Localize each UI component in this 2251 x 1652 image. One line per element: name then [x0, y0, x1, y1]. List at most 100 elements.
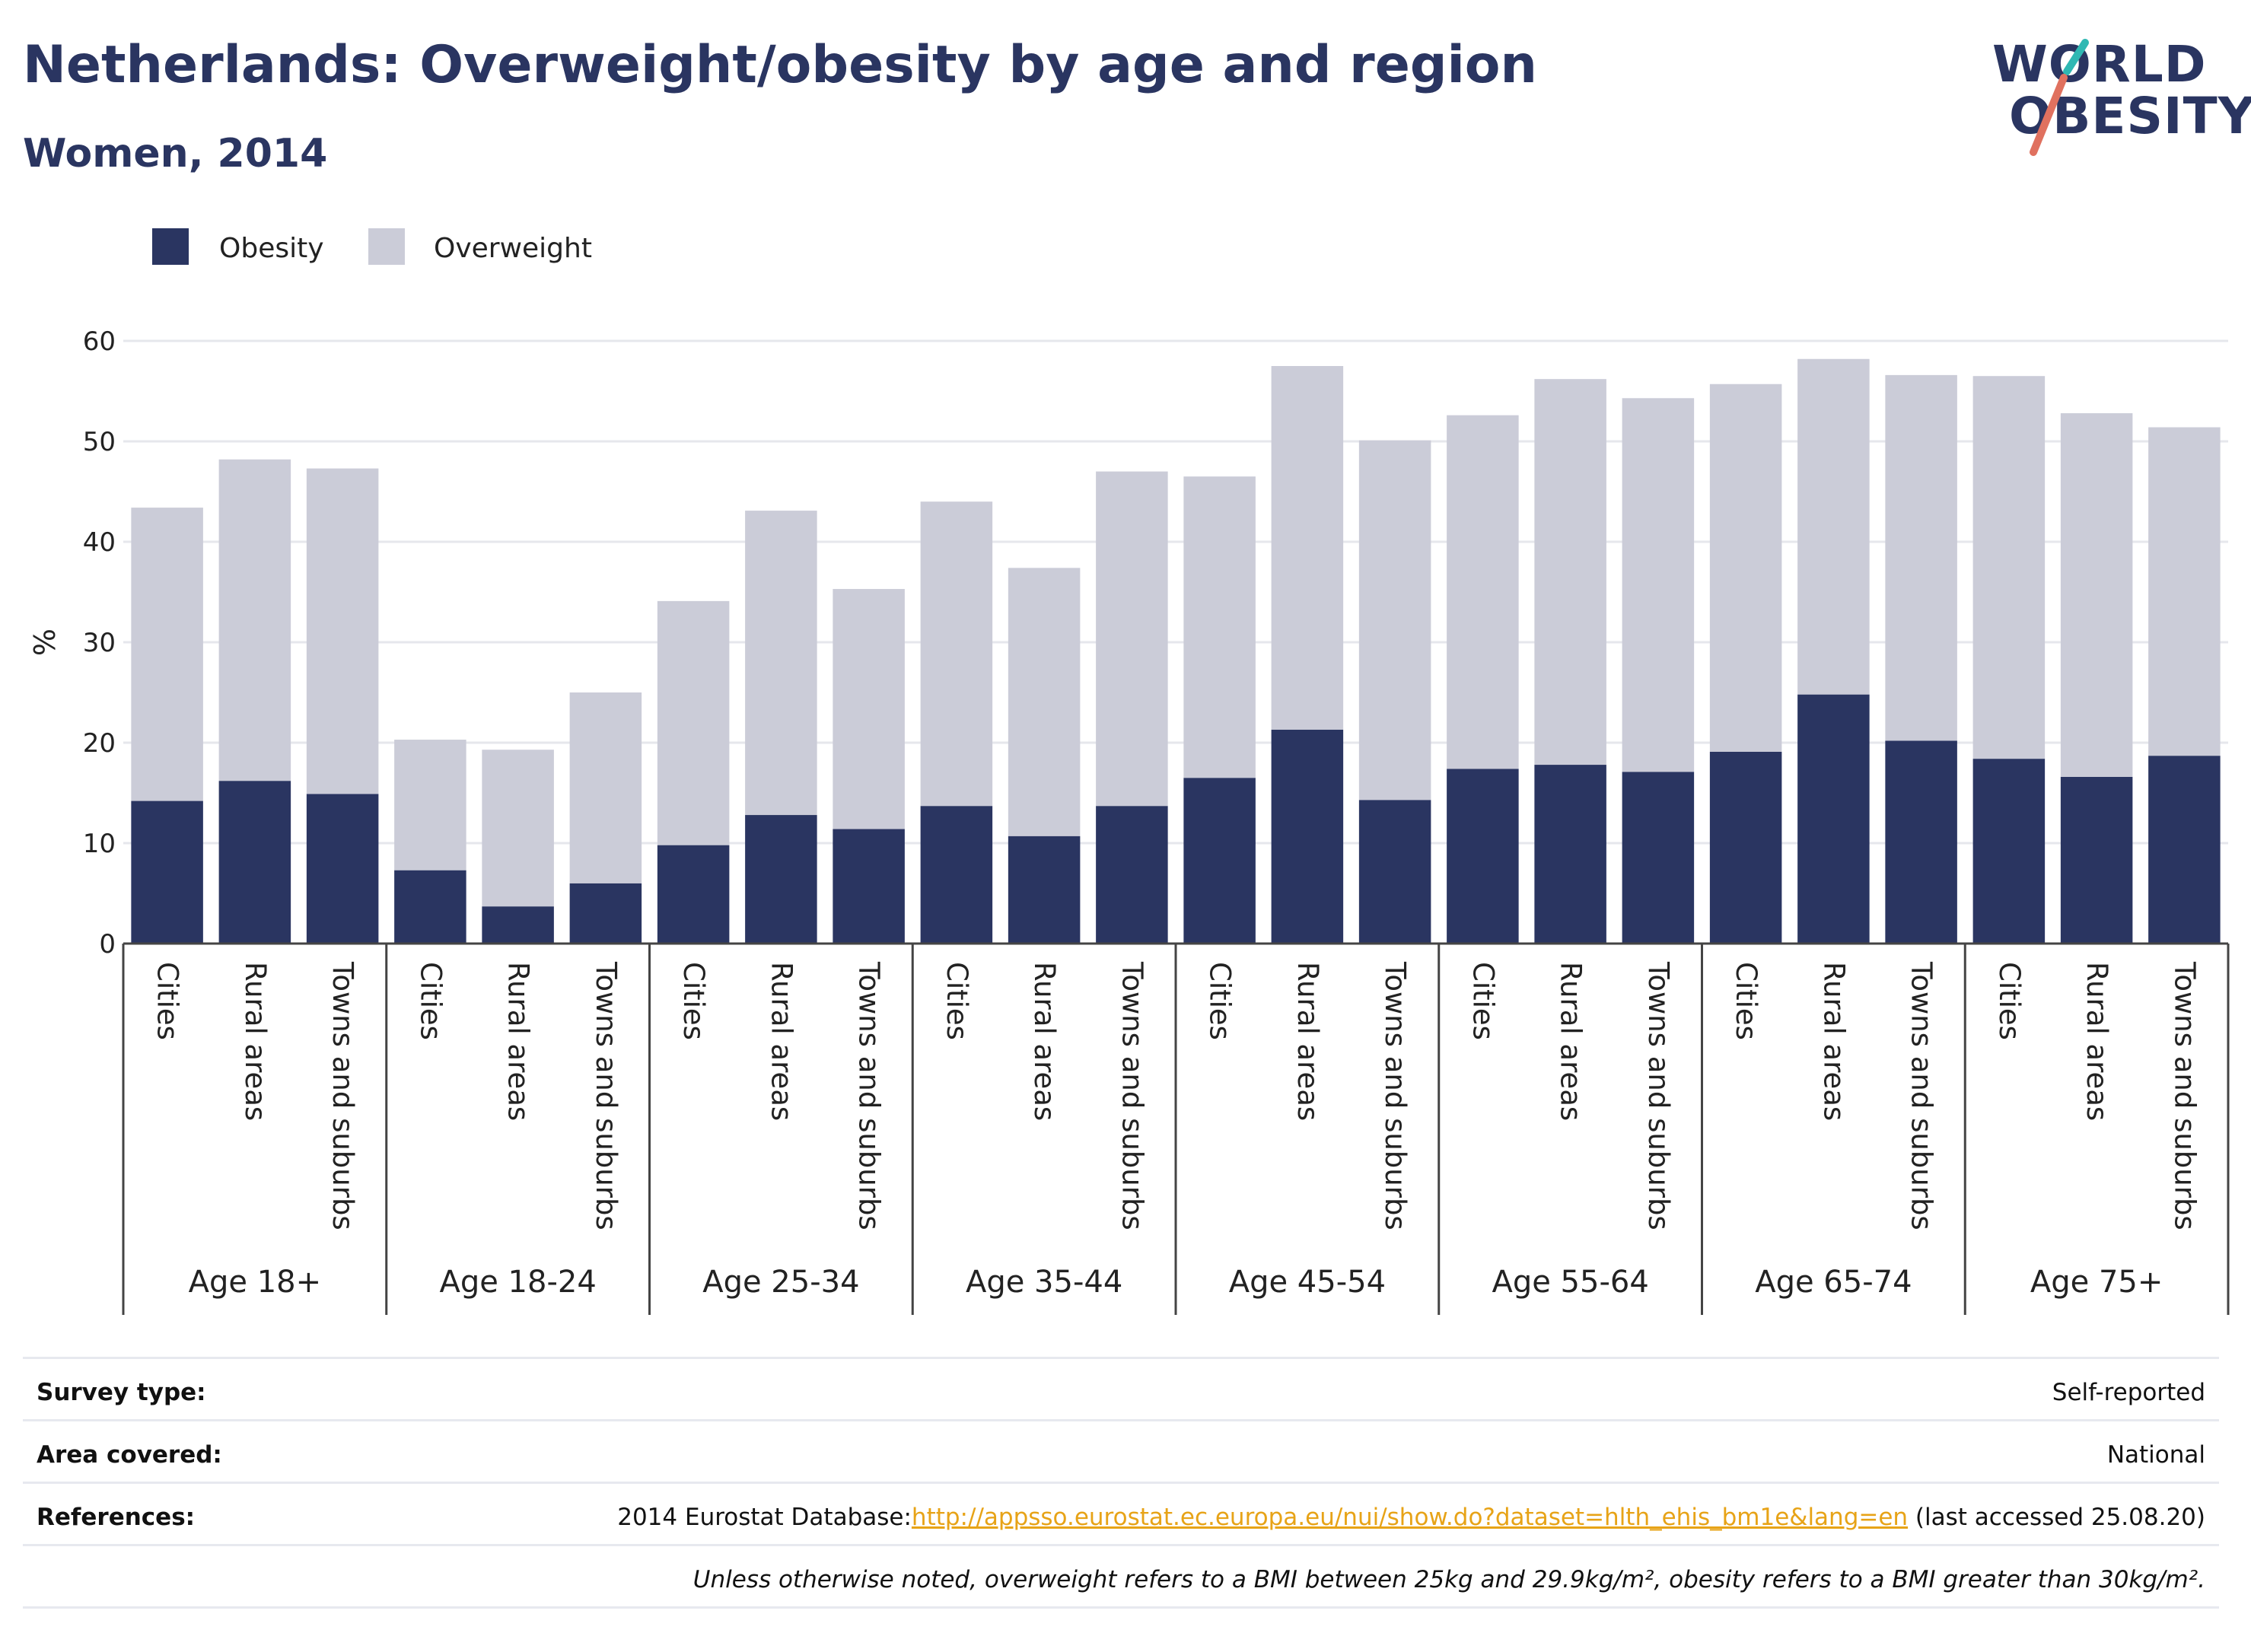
bar-overweight — [1622, 398, 1695, 772]
references-value: 2014 Eurostat Database:http://appsso.eur… — [617, 1504, 2205, 1531]
bar-obesity — [920, 806, 993, 944]
bar-overweight — [2060, 413, 2133, 777]
info-row-note: Unless otherwise noted, overweight refer… — [23, 1544, 2219, 1609]
bar-overweight — [2148, 427, 2221, 756]
bar-overweight — [1183, 476, 1256, 778]
bar-overweight — [394, 740, 466, 871]
legend-swatch-overweight — [368, 228, 405, 265]
bar-obesity — [2060, 776, 2133, 944]
bar-obesity — [1797, 694, 1870, 944]
bar-overweight — [1885, 374, 1957, 741]
bar-overweight — [1358, 440, 1431, 801]
bar-obesity — [1534, 765, 1606, 944]
bar-overweight — [1972, 376, 2046, 759]
bar-overweight — [1096, 471, 1168, 807]
x-category-label: Cities — [1730, 962, 1762, 1040]
world-obesity-logo: WORLD OBESITY — [1979, 23, 2251, 167]
x-category-label: Cities — [941, 962, 973, 1040]
x-category-label: Rural areas — [2081, 962, 2113, 1121]
x-category-label: Towns and suburbs — [2168, 961, 2201, 1230]
bar-obesity — [1271, 729, 1344, 944]
bar-overweight — [745, 511, 817, 816]
bar-obesity — [482, 906, 554, 944]
bmi-note: Unless otherwise noted, overweight refer… — [692, 1566, 2205, 1593]
logo-line-1: WORLD — [1992, 35, 2207, 94]
bar-overweight — [1797, 358, 1870, 695]
x-group-label: Age 25-34 — [702, 1265, 859, 1300]
bar-overweight — [218, 459, 291, 781]
x-category-label: Towns and suburbs — [590, 961, 622, 1230]
x-category-label: Rural areas — [1291, 962, 1324, 1121]
info-row-survey-type: Survey type: Self-reported — [23, 1357, 2219, 1421]
x-group-label: Age 65-74 — [1755, 1265, 1912, 1300]
bar-obesity — [657, 845, 730, 944]
bar-obesity — [1885, 740, 1957, 944]
bar-overweight — [1271, 366, 1344, 730]
survey-type-value: Self-reported — [2052, 1379, 2205, 1406]
y-tick-label: 10 — [83, 829, 116, 859]
bar-obesity — [131, 801, 203, 944]
references-prefix: 2014 Eurostat Database: — [617, 1504, 912, 1531]
bar-overweight — [569, 692, 642, 883]
bar-obesity — [218, 781, 291, 944]
bar-overweight — [306, 468, 379, 794]
info-row-area-covered: Area covered: National — [23, 1419, 2219, 1484]
bar-overweight — [1447, 415, 1519, 769]
bar-obesity — [1096, 806, 1168, 944]
x-group-label: Age 18-24 — [439, 1265, 596, 1300]
x-group-label: Age 75+ — [2030, 1265, 2163, 1300]
x-group-label: Age 35-44 — [966, 1265, 1122, 1300]
bar-overweight — [920, 501, 993, 807]
y-axis-label: % — [28, 629, 62, 656]
references-suffix: (last accessed 25.08.20) — [1908, 1504, 2205, 1531]
x-category-label: Cities — [677, 962, 710, 1040]
bar-obesity — [1358, 800, 1431, 944]
logo-slash-icon — [2030, 39, 2089, 156]
x-category-label: Rural areas — [1817, 962, 1850, 1121]
x-category-label: Towns and suburbs — [1379, 961, 1412, 1230]
info-row-references: References: 2014 Eurostat Database:http:… — [23, 1482, 2219, 1546]
bar-obesity — [306, 794, 379, 944]
area-covered-label: Area covered: — [37, 1441, 222, 1469]
x-category-label: Towns and suburbs — [1906, 961, 1938, 1230]
bar-obesity — [1972, 759, 2046, 944]
x-category-label: Cities — [414, 962, 447, 1040]
x-category-label: Cities — [1466, 962, 1499, 1040]
y-tick-label: 30 — [83, 628, 116, 658]
x-category-label: Rural areas — [1555, 962, 1587, 1121]
bar-obesity — [1008, 836, 1081, 944]
x-category-label: Towns and suburbs — [1642, 961, 1675, 1230]
y-tick-label: 60 — [83, 326, 116, 357]
x-category-label: Cities — [1993, 962, 2026, 1040]
info-table-bottom-border — [23, 1606, 2219, 1609]
survey-type-label: Survey type: — [37, 1379, 206, 1406]
bar-overweight — [482, 750, 554, 907]
bar-obesity — [394, 870, 466, 944]
x-category-label: Rural areas — [239, 962, 272, 1121]
references-link[interactable]: http://appsso.eurostat.ec.europa.eu/nui/… — [911, 1504, 1909, 1531]
bar-obesity — [1622, 772, 1695, 944]
x-category-label: Towns and suburbs — [853, 961, 886, 1230]
x-category-label: Cities — [1204, 962, 1237, 1040]
bar-overweight — [1709, 384, 1782, 752]
x-group-label: Age 55-64 — [1492, 1265, 1648, 1300]
bar-obesity — [1709, 751, 1782, 944]
chart-title: Netherlands: Overweight/obesity by age a… — [23, 35, 1537, 95]
references-label: References: — [37, 1504, 196, 1531]
bar-overweight — [1008, 568, 1081, 836]
y-tick-label: 20 — [83, 728, 116, 759]
x-group-label: Age 45-54 — [1229, 1265, 1386, 1300]
stacked-bar-chart: Obesity Overweight 0 10 20 30 40 50 60% Cities Rur… — [28, 228, 2230, 1315]
legend-swatch-obesity — [152, 228, 189, 265]
x-category-label: Cities — [151, 962, 184, 1040]
x-category-label: Towns and suburbs — [326, 961, 359, 1230]
legend-label-obesity: Obesity — [219, 233, 324, 264]
bar-overweight — [1534, 379, 1606, 766]
x-category-label: Towns and suburbs — [1116, 961, 1148, 1230]
x-category-label: Rural areas — [502, 962, 535, 1121]
bar-obesity — [569, 883, 642, 944]
y-tick-label: 50 — [83, 427, 116, 457]
bar-obesity — [745, 815, 817, 944]
bar-overweight — [833, 589, 905, 829]
area-covered-value: National — [2106, 1441, 2205, 1469]
